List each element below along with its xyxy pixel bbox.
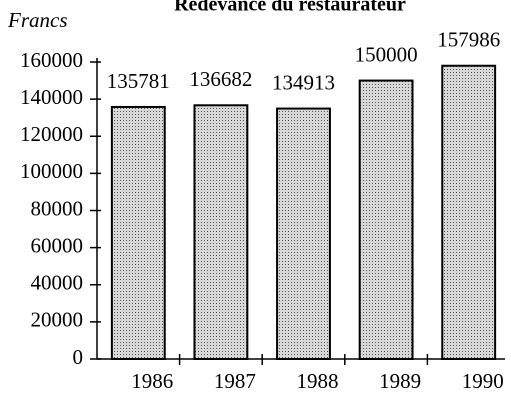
y-tick-label: 140000 [20,85,83,109]
y-tick-label: 80000 [31,196,84,220]
y-tick-label: 100000 [20,159,83,183]
data-label: 134913 [272,70,335,94]
bar [441,64,497,360]
x-tick-label: 1988 [297,369,339,393]
bar [193,104,249,360]
x-tick-label: 1989 [379,369,421,393]
y-tick-label: 40000 [31,271,84,295]
data-label: 157986 [437,28,500,52]
data-label: 135781 [107,69,170,93]
data-label: 150000 [355,42,418,66]
x-tick-label: 1990 [462,369,504,393]
bar [276,107,331,360]
bar [110,105,166,361]
y-tick-label: 60000 [31,233,84,257]
y-tick-label: 20000 [31,308,84,332]
y-tick-label: 0 [73,345,84,369]
x-tick-label: 1986 [131,369,173,393]
y-tick-label: 120000 [20,122,83,146]
x-tick-label: 1987 [214,369,256,393]
chart-title: Redevance du restaurateur [174,0,406,16]
y-tick-label: 160000 [20,48,83,72]
data-label: 136682 [189,67,252,91]
bar [358,79,414,360]
y-axis-label: Francs [7,8,68,32]
